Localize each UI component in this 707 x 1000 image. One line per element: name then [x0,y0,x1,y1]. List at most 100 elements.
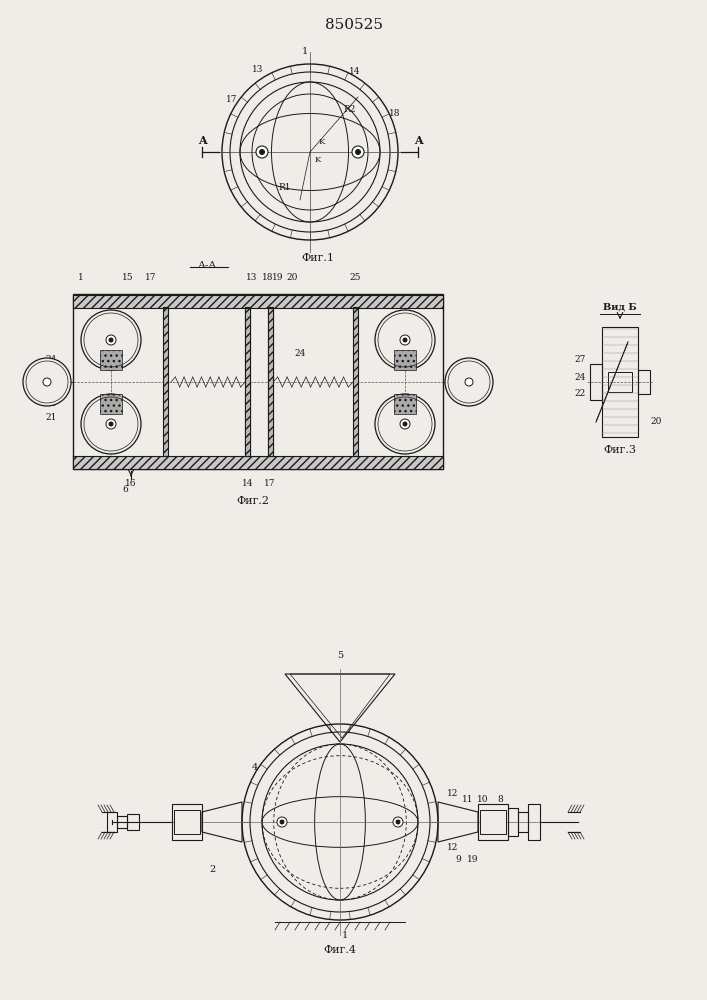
Text: 22: 22 [45,387,57,396]
Text: 18: 18 [262,272,274,282]
Circle shape [81,310,141,370]
Bar [245,307,250,456]
Text: 1: 1 [78,272,84,282]
Bar [163,307,168,456]
Bar [528,804,540,840]
Text: Фиг.2: Фиг.2 [237,496,269,506]
Text: 12: 12 [448,842,459,852]
Text: K: K [315,156,321,164]
Text: 6: 6 [122,485,128,493]
Bar [268,307,273,456]
Text: 19: 19 [467,856,479,864]
Circle shape [400,335,410,345]
Text: Вид Б: Вид Б [603,302,637,312]
Text: 850525: 850525 [325,18,383,32]
Bar [353,307,358,456]
Bar [117,816,127,828]
Bar [73,456,443,469]
Circle shape [23,358,71,406]
Circle shape [465,378,473,386]
Bar [590,364,602,400]
Circle shape [403,422,407,426]
Text: 10: 10 [477,796,489,804]
Bar [174,810,200,834]
Circle shape [106,419,116,429]
Bar [163,307,168,456]
Bar [478,804,508,840]
Circle shape [109,422,113,426]
Bar [127,814,139,830]
Text: 12: 12 [448,790,459,798]
Text: 20: 20 [286,272,298,282]
Bar [245,307,250,456]
Bar [107,812,117,832]
Text: 1: 1 [302,47,308,56]
Text: 18: 18 [390,109,401,118]
Text: 22: 22 [574,389,585,398]
Circle shape [256,146,268,158]
Text: 5: 5 [337,652,343,660]
Text: 24: 24 [574,372,585,381]
Circle shape [396,820,400,824]
Text: 19: 19 [272,272,284,282]
Text: 27: 27 [574,356,585,364]
Text: R1: R1 [279,182,291,192]
Text: 13: 13 [246,272,257,282]
Circle shape [81,394,141,454]
Text: 16: 16 [125,479,136,488]
Circle shape [352,146,364,158]
Text: 11: 11 [462,796,474,804]
Circle shape [43,378,51,386]
Text: 23: 23 [45,399,57,408]
Text: Фиг.1: Фиг.1 [301,253,334,263]
Circle shape [445,358,493,406]
Text: A: A [198,134,206,145]
Bar [518,812,528,832]
Bar [638,370,650,394]
Text: Фиг.3: Фиг.3 [604,445,636,455]
Circle shape [375,394,435,454]
Text: 4: 4 [252,762,258,772]
Circle shape [375,310,435,370]
Text: 2: 2 [209,865,215,874]
Text: 1: 1 [342,932,348,940]
Bar [602,327,638,437]
Text: A: A [414,134,422,145]
Text: 14: 14 [349,68,361,77]
Bar [608,372,632,392]
Text: 17: 17 [264,479,276,488]
Bar [100,394,122,414]
Bar [394,394,416,414]
Bar [353,307,358,456]
Circle shape [403,338,407,342]
Text: 26: 26 [45,372,57,381]
Bar [73,295,443,308]
Text: 13: 13 [252,64,264,74]
Bar [508,808,518,836]
Circle shape [280,820,284,824]
Circle shape [400,419,410,429]
Text: 25: 25 [349,272,361,282]
Text: 21: 21 [45,412,57,422]
Bar [73,295,443,308]
Circle shape [277,817,287,827]
Bar [480,810,506,834]
Text: 20: 20 [650,418,662,426]
Circle shape [356,149,361,154]
Bar [100,350,122,370]
Text: 14: 14 [243,479,254,488]
Bar [268,307,273,456]
Text: 26: 26 [460,372,471,381]
Text: 9: 9 [455,856,461,864]
Text: 17: 17 [226,96,238,104]
Bar [73,456,443,469]
Text: 15: 15 [122,272,134,282]
Text: 17: 17 [145,272,157,282]
Bar [172,804,202,840]
Bar [73,294,443,469]
Text: А-А: А-А [199,260,218,269]
Circle shape [393,817,403,827]
Circle shape [109,338,113,342]
Text: Фиг.4: Фиг.4 [324,945,356,955]
Circle shape [259,149,264,154]
